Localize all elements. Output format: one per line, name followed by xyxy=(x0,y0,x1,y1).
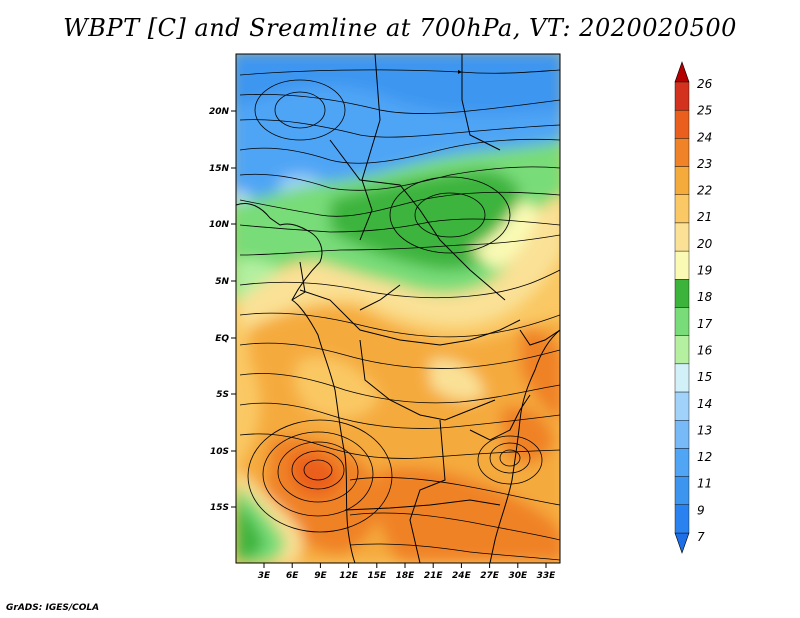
lat-label: 5S xyxy=(216,390,229,400)
colorbar-box xyxy=(674,448,690,477)
colorbar-label: 12 xyxy=(697,450,712,464)
colorbar-box xyxy=(674,476,690,506)
colorbar-box xyxy=(674,335,690,365)
lon-label: 30E xyxy=(508,571,528,581)
colorbar-label: 14 xyxy=(697,397,712,411)
colorbar-label: 26 xyxy=(697,77,713,91)
colorbar-label: 23 xyxy=(697,157,712,171)
wbpt-field xyxy=(236,54,560,563)
colorbar-label: 13 xyxy=(697,423,712,437)
colorbar-label: 19 xyxy=(697,264,712,278)
lon-label: 3E xyxy=(258,571,271,581)
latitude-axis: 20N 15N 10N 5N EQ 5S 10S 15S xyxy=(209,107,236,513)
colorbar-label: 24 xyxy=(697,130,712,144)
lon-label: 33E xyxy=(537,571,557,581)
colorbar-box xyxy=(674,222,690,252)
lon-label: 18E xyxy=(396,571,416,581)
colorbar-box xyxy=(674,166,690,195)
colorbar-label: 15 xyxy=(697,370,712,384)
lat-label: 20N xyxy=(209,107,230,117)
colorbar-label: 7 xyxy=(697,530,705,544)
colorbar-box xyxy=(674,109,690,139)
colorbar-under-triangle xyxy=(674,532,690,554)
map-title: WBPT [C] and Sreamline at 700hPa, VT: 20… xyxy=(63,14,737,42)
lat-label: 5N xyxy=(215,277,229,287)
longitude-axis: 3E 6E 9E 12E 15E 18E 21E 24E 27E 30E 33E xyxy=(258,563,556,581)
lat-label: 15S xyxy=(210,503,229,513)
colorbar-label: 25 xyxy=(697,104,712,118)
colorbar-label: 21 xyxy=(697,210,712,224)
lon-label: 24E xyxy=(452,571,472,581)
colorbar-box xyxy=(674,138,690,167)
colorbar-box xyxy=(674,363,690,393)
map-area xyxy=(236,54,560,563)
lat-label: EQ xyxy=(215,334,229,344)
colorbar-label: 22 xyxy=(697,184,712,198)
colorbar-label: 9 xyxy=(697,503,705,517)
streamlines xyxy=(239,69,560,561)
lon-label: 6E xyxy=(286,571,299,581)
lon-label: 9E xyxy=(314,571,327,581)
lon-label: 27E xyxy=(480,571,500,581)
colorbar-box xyxy=(674,279,690,308)
map-frame xyxy=(235,53,561,564)
colorbar-label: 17 xyxy=(697,317,713,331)
lat-label: 15N xyxy=(209,164,230,174)
colorbar-label: 11 xyxy=(697,477,712,491)
lat-label: 10S xyxy=(210,447,229,457)
colorbar-box xyxy=(674,194,690,224)
lon-label: 12E xyxy=(339,571,359,581)
country-borders xyxy=(236,54,560,563)
credit-label: GrADS: IGES/COLA xyxy=(6,603,100,613)
colorbar-box xyxy=(674,250,690,280)
colorbar-label: 18 xyxy=(697,290,713,304)
lon-label: 21E xyxy=(424,571,444,581)
colorbar-over-triangle xyxy=(674,61,690,83)
colorbar-label: 16 xyxy=(697,343,713,357)
colorbar-box xyxy=(674,81,690,111)
lat-label: 10N xyxy=(209,220,230,230)
colorbar-box xyxy=(674,391,690,421)
colorbar-box xyxy=(674,504,690,534)
colorbar: 26 25 24 23 22 21 20 19 18 17 16 15 14 13 12 11 9 7 xyxy=(674,61,713,554)
colorbar-label: 20 xyxy=(697,237,713,251)
colorbar-box xyxy=(674,420,690,449)
lon-label: 15E xyxy=(367,571,387,581)
colorbar-box xyxy=(674,307,690,336)
